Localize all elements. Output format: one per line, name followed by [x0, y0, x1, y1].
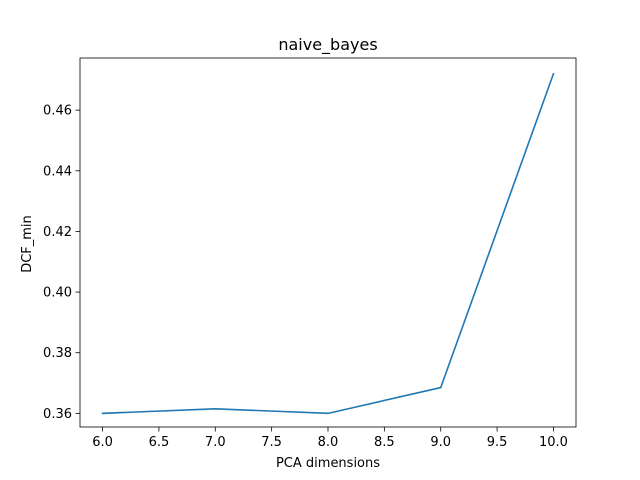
x-tick-label: 6.0	[92, 435, 113, 450]
chart-title: naive_bayes	[278, 35, 377, 55]
y-tick-label: 0.42	[43, 225, 72, 240]
x-tick-label: 8.5	[374, 435, 395, 450]
x-tick-label: 8.0	[318, 435, 339, 450]
plot-area: 6.0 6.5 7.0 7.5 8.0 8.5 9.0 9.5 10.0 0.36 0.38 0.40…	[43, 57, 577, 450]
y-tick-label: 0.44	[43, 164, 72, 179]
x-tick-label: 9.0	[430, 435, 451, 450]
y-tick-label: 0.36	[43, 407, 72, 422]
x-tick-label: 7.5	[261, 435, 282, 450]
x-tick-label: 10.0	[539, 435, 568, 450]
y-axis-label: DCF_min	[20, 215, 35, 273]
y-tick-label: 0.38	[43, 346, 72, 361]
x-axis-label: PCA dimensions	[276, 456, 380, 471]
x-tick-label: 9.5	[487, 435, 508, 450]
x-tick-label: 6.5	[149, 435, 170, 450]
series-line	[101, 72, 555, 415]
x-tick-label: 7.0	[205, 435, 226, 450]
y-tick-label: 0.46	[43, 104, 72, 119]
y-tick-label: 0.40	[43, 286, 72, 301]
